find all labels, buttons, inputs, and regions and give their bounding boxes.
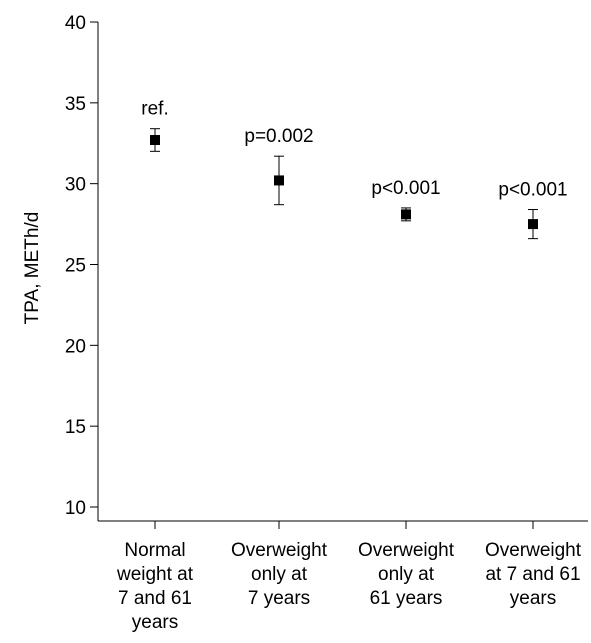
- data-annotation: p=0.002: [244, 126, 313, 147]
- y-tick-label: 40: [65, 13, 86, 34]
- data-point: [274, 175, 284, 186]
- x-tick-label-line: 7 and 61: [118, 588, 192, 609]
- data-annotation: p<0.001: [371, 178, 440, 199]
- x-tick-label-line: Overweight: [485, 540, 582, 561]
- y-tick-label: 35: [65, 94, 86, 115]
- y-axis-label: TPA, METh/d: [22, 212, 43, 325]
- y-tick-label: 20: [65, 336, 86, 357]
- x-tick-label-line: at 7 and 61: [485, 564, 580, 585]
- data-point: [401, 209, 411, 220]
- x-tick-label: Normal weight at 7 and 61 years: [116, 540, 194, 633]
- y-tick-label: 15: [65, 417, 86, 438]
- x-tick-label: Overweight at 7 and 61 years: [485, 540, 582, 609]
- axes: 10 15 20 25 30 35 40 Normal weight at 7 and 61 yea…: [65, 13, 588, 633]
- x-tick-label-line: Normal: [124, 540, 185, 561]
- x-tick-label-line: Overweight: [358, 540, 455, 561]
- y-tick-label: 25: [65, 256, 86, 277]
- x-tick-label-line: years: [510, 588, 556, 609]
- data-point: [150, 135, 160, 146]
- x-tick-label: Overweight only at 61 years: [358, 540, 455, 609]
- y-tick-label: 10: [65, 498, 86, 519]
- x-tick-label-line: weight at: [116, 564, 194, 585]
- x-tick-label: Overweight only at 7 years: [231, 540, 328, 609]
- x-tick-label-line: 7 years: [248, 588, 310, 609]
- x-tick-label-line: only at: [378, 564, 435, 585]
- data-point: [528, 219, 538, 230]
- x-tick-label-line: 61 years: [370, 588, 443, 609]
- x-tick-label-line: only at: [251, 564, 308, 585]
- y-tick-label: 30: [65, 175, 86, 196]
- data-marks: ref. p=0.002 p<0.001 p<0.001: [141, 99, 568, 240]
- x-tick-label-line: years: [132, 612, 178, 633]
- x-tick-label-line: Overweight: [231, 540, 328, 561]
- data-annotation: p<0.001: [498, 180, 567, 201]
- data-annotation: ref.: [141, 99, 168, 120]
